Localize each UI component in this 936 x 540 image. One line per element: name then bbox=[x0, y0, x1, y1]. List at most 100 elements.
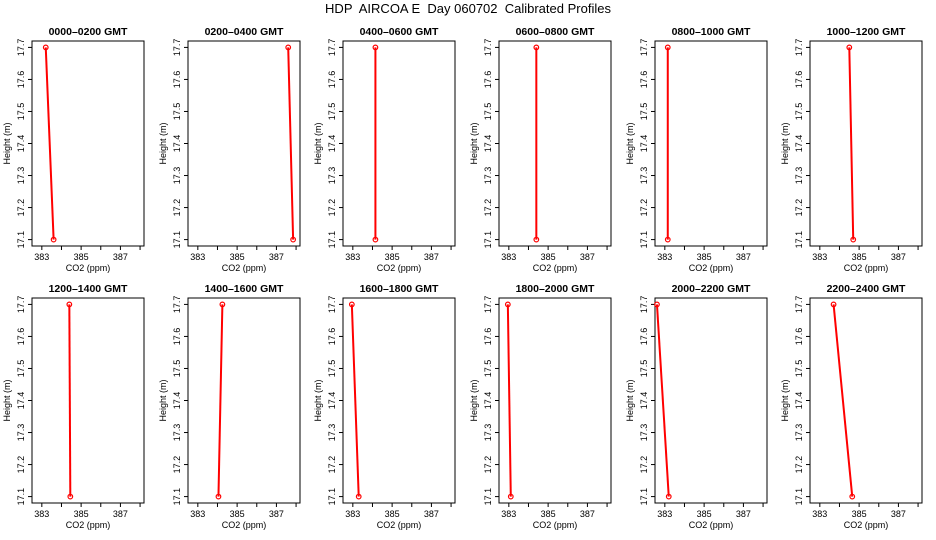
profile-panel: 0400–0600 GMT 383 385 387 17.1 17.2 17.3 17.4 17… bbox=[313, 26, 456, 273]
x-axis-label: CO2 (ppm) bbox=[66, 520, 111, 530]
panel-title: 0200–0400 GMT bbox=[205, 26, 284, 38]
y-tick-label: 17.4 bbox=[639, 392, 649, 410]
profile-panel: 1800–2000 GMT 383 385 387 17.1 17.2 17.3 17.4 17… bbox=[469, 283, 612, 530]
y-tick-label: 17.5 bbox=[327, 103, 337, 121]
panel-title: 1000–1200 GMT bbox=[827, 26, 906, 38]
panel-title: 1400–1600 GMT bbox=[205, 283, 284, 295]
data-point bbox=[665, 493, 672, 500]
y-tick-label: 17.4 bbox=[639, 135, 649, 153]
data-point bbox=[830, 301, 837, 308]
x-tick-label: 387 bbox=[736, 252, 751, 262]
x-tick-label: 383 bbox=[190, 509, 205, 519]
x-axis-label: CO2 (ppm) bbox=[222, 263, 267, 273]
profile-line bbox=[44, 47, 55, 240]
plot-frame bbox=[654, 40, 768, 247]
y-tick-label: 17.1 bbox=[172, 231, 182, 249]
x-tick-label: 385 bbox=[697, 252, 712, 262]
profile-line bbox=[832, 304, 854, 497]
x-tick-label: 383 bbox=[190, 252, 205, 262]
panel-title: 0600–0800 GMT bbox=[516, 26, 595, 38]
data-point bbox=[850, 236, 857, 243]
y-tick-label: 17.7 bbox=[639, 39, 649, 57]
x-tick-label: 387 bbox=[113, 509, 128, 519]
data-point bbox=[533, 236, 540, 243]
x-axis-label: CO2 (ppm) bbox=[533, 263, 578, 273]
y-tick-label: 17.2 bbox=[16, 199, 26, 217]
y-tick-label: 17.3 bbox=[794, 424, 804, 442]
y-axis-label: Height (m) bbox=[469, 122, 479, 164]
y-tick-label: 17.4 bbox=[327, 392, 337, 410]
y-tick-label: 17.6 bbox=[639, 71, 649, 89]
plot-frame bbox=[187, 297, 301, 504]
y-tick-label: 17.7 bbox=[172, 296, 182, 314]
y-tick-label: 17.5 bbox=[16, 103, 26, 121]
y-axis-label: Height (m) bbox=[158, 122, 168, 164]
y-tick-label: 17.6 bbox=[794, 328, 804, 346]
x-tick-label: 383 bbox=[501, 252, 516, 262]
y-tick-label: 17.5 bbox=[172, 360, 182, 378]
y-tick-label: 17.2 bbox=[794, 456, 804, 474]
plot-frame bbox=[187, 40, 301, 247]
x-tick-label: 387 bbox=[891, 252, 906, 262]
profile-panel: 1400–1600 GMT 383 385 387 17.1 17.2 17.3 17.4 17… bbox=[158, 283, 301, 530]
data-point bbox=[504, 301, 511, 308]
y-tick-label: 17.6 bbox=[16, 71, 26, 89]
profile-panel: 0600–0800 GMT 383 385 387 17.1 17.2 17.3 17.4 17… bbox=[469, 26, 612, 273]
y-tick-label: 17.4 bbox=[16, 392, 26, 410]
x-tick-label: 383 bbox=[34, 509, 49, 519]
plot-frame bbox=[31, 297, 145, 504]
data-point bbox=[372, 44, 379, 51]
y-tick-label: 17.2 bbox=[16, 456, 26, 474]
x-tick-label: 383 bbox=[345, 509, 360, 519]
y-tick-label: 17.2 bbox=[794, 199, 804, 217]
y-tick-label: 17.6 bbox=[483, 71, 493, 89]
x-tick-label: 383 bbox=[501, 509, 516, 519]
x-tick-label: 385 bbox=[697, 509, 712, 519]
x-axis-label: CO2 (ppm) bbox=[377, 263, 422, 273]
x-tick-label: 387 bbox=[113, 252, 128, 262]
y-tick-label: 17.7 bbox=[172, 39, 182, 57]
data-point bbox=[654, 301, 660, 308]
y-tick-label: 17.5 bbox=[483, 360, 493, 378]
y-tick-label: 17.2 bbox=[172, 199, 182, 217]
x-tick-label: 385 bbox=[74, 509, 89, 519]
x-axis-label: CO2 (ppm) bbox=[844, 263, 889, 273]
y-tick-label: 17.3 bbox=[172, 424, 182, 442]
x-axis-label: CO2 (ppm) bbox=[689, 520, 734, 530]
y-tick-label: 17.1 bbox=[327, 488, 337, 506]
profile-line bbox=[68, 304, 72, 497]
y-tick-label: 17.6 bbox=[639, 328, 649, 346]
x-tick-label: 385 bbox=[852, 509, 867, 519]
y-tick-label: 17.1 bbox=[639, 231, 649, 249]
y-tick-label: 17.7 bbox=[794, 39, 804, 57]
panel-title: 1200–1400 GMT bbox=[49, 283, 128, 295]
y-tick-label: 17.4 bbox=[327, 135, 337, 153]
x-tick-label: 385 bbox=[541, 252, 556, 262]
x-tick-label: 385 bbox=[385, 252, 400, 262]
panel-title: 2200–2400 GMT bbox=[827, 283, 906, 295]
y-tick-label: 17.3 bbox=[16, 167, 26, 185]
profile-line bbox=[848, 47, 855, 240]
x-tick-label: 387 bbox=[424, 252, 439, 262]
y-tick-label: 17.4 bbox=[172, 135, 182, 153]
y-tick-label: 17.6 bbox=[794, 71, 804, 89]
x-axis-label: CO2 (ppm) bbox=[66, 263, 111, 273]
x-tick-label: 385 bbox=[852, 252, 867, 262]
y-tick-label: 17.2 bbox=[483, 456, 493, 474]
profile-line bbox=[217, 304, 224, 497]
panel-title: 1800–2000 GMT bbox=[516, 283, 595, 295]
y-tick-label: 17.2 bbox=[639, 199, 649, 217]
y-tick-label: 17.3 bbox=[483, 424, 493, 442]
profile-panel: 0800–1000 GMT 383 385 387 17.1 17.2 17.3 17.4 17… bbox=[625, 26, 768, 273]
y-tick-label: 17.7 bbox=[639, 296, 649, 314]
data-point bbox=[215, 493, 222, 500]
profile-panel: 2000–2200 GMT 383 385 387 17.1 17.2 17.3 17.4 17… bbox=[625, 283, 768, 530]
y-tick-label: 17.7 bbox=[483, 39, 493, 57]
data-point bbox=[849, 493, 856, 500]
x-tick-label: 383 bbox=[812, 509, 827, 519]
y-tick-label: 17.1 bbox=[639, 488, 649, 506]
profile-panel: 2200–2400 GMT 383 385 387 17.1 17.2 17.3 17.4 17… bbox=[780, 283, 923, 530]
y-tick-label: 17.5 bbox=[16, 360, 26, 378]
x-tick-label: 383 bbox=[657, 509, 672, 519]
y-tick-label: 17.4 bbox=[483, 135, 493, 153]
